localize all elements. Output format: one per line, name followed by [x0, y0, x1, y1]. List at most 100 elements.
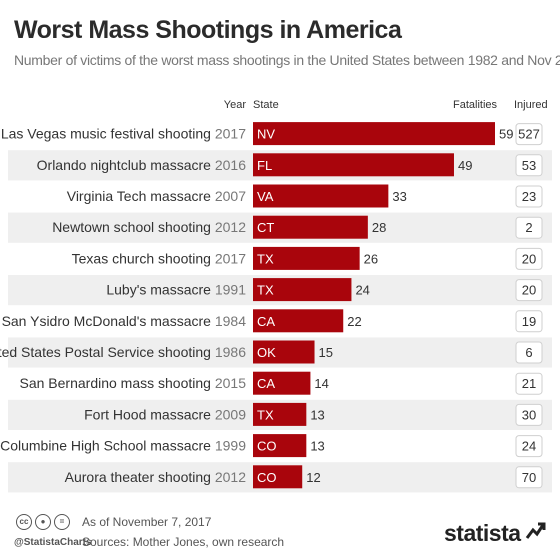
row-label: San Bernardino mass shooting 2015: [20, 375, 247, 391]
state-label: TX: [257, 283, 274, 298]
event-name: Fort Hood massacre: [84, 406, 215, 422]
row-label: Luby's massacre 1991: [106, 282, 246, 298]
injured-box: [515, 466, 543, 489]
injured-value: 21: [522, 376, 536, 391]
row-label: Newtown school shooting 2012: [52, 219, 246, 235]
event-year: 1986: [215, 344, 246, 360]
event-name: San Bernardino mass shooting: [20, 375, 215, 391]
header-fatalities: Fatalities: [453, 99, 498, 111]
injured-box: [515, 372, 543, 395]
sources: Sources: Mother Jones, own research: [82, 535, 285, 549]
event-year: 1984: [215, 313, 246, 329]
injured-value: 20: [522, 251, 536, 266]
state-label: CO: [257, 439, 277, 454]
chart-rows: Las Vegas music festival shooting 2017 NV…: [0, 122, 543, 489]
fatalities-value: 22: [347, 314, 361, 329]
bar: [253, 278, 352, 302]
bar-chart: Year State Fatalities Injured Las Vegas …: [0, 99, 552, 493]
injured-value: 70: [522, 470, 536, 485]
table-row: Orlando nightclub massacre 2016 FL 49 53: [37, 153, 543, 177]
row-label: Fort Hood massacre 2009: [84, 406, 246, 422]
state-label: TX: [257, 251, 274, 266]
statista-logo-icon: [525, 522, 546, 539]
event-year: 2009: [215, 406, 246, 422]
injured-value: 24: [522, 439, 536, 454]
injured-box: [515, 247, 543, 270]
event-name: Columbine High School massacre: [0, 438, 215, 454]
fatalities-value: 24: [355, 283, 369, 298]
event-name: Texas church shooting: [72, 250, 215, 266]
table-row: Las Vegas music festival shooting 2017 NV…: [1, 122, 543, 146]
injured-value: 53: [522, 158, 536, 173]
column-headers: Year State Fatalities Injured: [224, 99, 548, 111]
event-year: 2015: [215, 375, 246, 391]
event-year: 2016: [215, 157, 246, 173]
row-label: Columbine High School massacre 1999: [0, 438, 246, 454]
injured-value: 527: [518, 127, 540, 142]
row-label: United States Postal Service shooting 19…: [0, 344, 246, 360]
fatalities-value: 13: [310, 439, 324, 454]
injured-value: 23: [522, 189, 536, 204]
state-label: FL: [257, 158, 272, 173]
cc-icon: cc: [16, 514, 32, 530]
event-name: Virginia Tech massacre: [67, 188, 215, 204]
event-name: Orlando nightclub massacre: [37, 157, 215, 173]
table-row: Columbine High School massacre 1999 CO 13 2…: [0, 434, 543, 458]
row-label: Las Vegas music festival shooting 2017: [1, 126, 246, 142]
statista-logo[interactable]: statista: [444, 520, 521, 546]
state-label: CO: [257, 470, 277, 485]
table-row: Virginia Tech massacre 2007 VA 33 23: [67, 184, 543, 208]
event-year: 2017: [215, 126, 246, 142]
fatalities-value: 14: [314, 376, 328, 391]
event-name: Newtown school shooting: [52, 219, 215, 235]
injured-box: [515, 435, 543, 458]
license-icons: cc ● =: [16, 514, 70, 530]
state-label: CA: [257, 314, 275, 329]
injured-box: [515, 403, 543, 426]
fatalities-value: 49: [458, 158, 472, 173]
social-handle[interactable]: @StatistaCharts: [14, 537, 92, 548]
table-row: Aurora theater shooting 2012 CO 12 70: [65, 465, 543, 489]
table-row: United States Postal Service shooting 19…: [0, 340, 543, 364]
bar: [253, 215, 368, 239]
bar: [253, 434, 307, 458]
by-icon: ●: [35, 514, 51, 530]
state-label: CT: [257, 220, 274, 235]
fatalities-value: 59: [499, 127, 513, 142]
injured-box: [515, 310, 543, 333]
event-name: Las Vegas music festival shooting: [1, 126, 215, 142]
bar: [253, 371, 311, 395]
state-label: CA: [257, 376, 275, 391]
event-name: United States Postal Service shooting: [0, 344, 215, 360]
injured-value: 2: [525, 220, 532, 235]
bar: [253, 465, 303, 489]
bar: [253, 184, 389, 208]
event-year: 2012: [215, 469, 246, 485]
state-label: TX: [257, 407, 274, 422]
table-row: Fort Hood massacre 2009 TX 13 30: [84, 402, 543, 426]
fatalities-value: 26: [364, 251, 378, 266]
injured-value: 19: [522, 314, 536, 329]
bar: [253, 309, 344, 333]
fatalities-value: 12: [306, 470, 320, 485]
event-name: Aurora theater shooting: [65, 469, 215, 485]
as-of-date: As of November 7, 2017: [82, 515, 212, 529]
bar: [253, 340, 315, 364]
header-state: State: [253, 99, 279, 111]
bar: [253, 153, 454, 177]
event-year: 1999: [215, 438, 246, 454]
table-row: Luby's massacre 1991 TX 24 20: [106, 278, 543, 302]
injured-box: [515, 123, 543, 146]
injured-box: [515, 216, 543, 239]
row-label: Texas church shooting 2017: [72, 250, 247, 266]
injured-box: [515, 279, 543, 302]
injured-box: [515, 341, 543, 364]
bar: [253, 122, 495, 146]
chart-title: Worst Mass Shootings in America: [14, 16, 402, 44]
row-label: San Ysidro McDonald's massacre 1984: [2, 313, 247, 329]
row-label: Virginia Tech massacre 2007: [67, 188, 246, 204]
fatalities-value: 13: [310, 407, 324, 422]
state-label: NV: [257, 127, 275, 142]
header-injured: Injured: [514, 99, 548, 111]
header-year: Year: [224, 99, 247, 111]
